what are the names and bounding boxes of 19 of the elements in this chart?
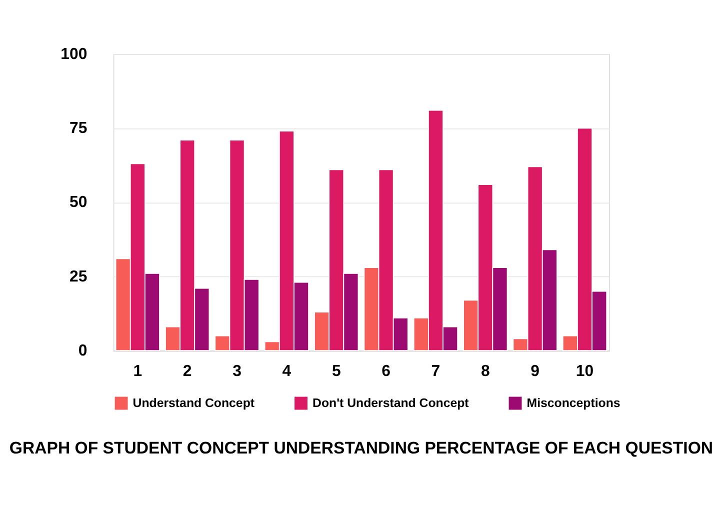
x-tick-label: 5	[332, 362, 341, 380]
y-tick-label: 75	[69, 120, 88, 138]
text: GRAPH OF STUDENT CONCEPT UNDERSTANDING PERCENTAGE OF EACH QUESTION	[9, 438, 714, 458]
y-tick-label: 100	[60, 46, 88, 63]
y-tick-label: 50	[69, 194, 88, 212]
x-tick-label: 9	[530, 362, 540, 380]
x-tick-label: 7	[431, 362, 440, 380]
x-tick-label: 3	[232, 362, 242, 380]
y-tick-label: 25	[69, 268, 88, 286]
x-tick-label: 8	[480, 362, 490, 380]
x-tick-label: 2	[182, 362, 192, 380]
x-tick-label: 1	[133, 362, 142, 380]
x-tick-label: 10	[576, 362, 594, 380]
x-tick-label: 4	[282, 362, 292, 380]
legend-label: Don't Understand Concept	[312, 396, 469, 410]
x-tick-label: 6	[382, 362, 391, 380]
legend-label: Understand Concept	[132, 396, 254, 410]
y-tick-label: 0	[78, 342, 88, 360]
legend-label: Misconceptions	[526, 396, 620, 410]
